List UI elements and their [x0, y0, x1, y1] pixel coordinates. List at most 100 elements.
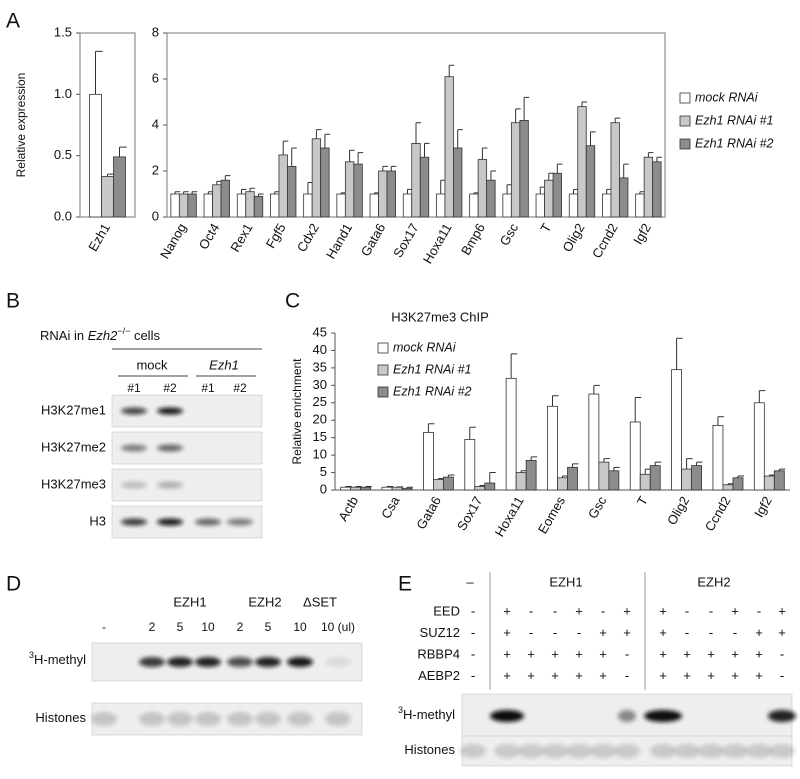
x-tick-label: Hoxa11 [420, 221, 455, 266]
y-tick-label: 5 [320, 464, 327, 479]
bar [681, 468, 692, 491]
row-label-text: Histones [404, 742, 455, 757]
legend-swatch [377, 364, 389, 376]
bar [203, 193, 213, 218]
error-bar [119, 146, 127, 157]
blot-band [157, 518, 183, 526]
row-label: SUZ12 [420, 625, 460, 640]
error-bar [224, 175, 231, 181]
x-tick-label: Ccnd2 [589, 221, 621, 261]
blot-band [769, 744, 795, 758]
panel-label: A [6, 10, 20, 33]
group-label: mock [136, 357, 168, 372]
bar [178, 193, 189, 218]
bar [753, 402, 765, 491]
legend-label: Ezh1 RNAi #1 [695, 113, 774, 127]
error-bar [382, 165, 388, 171]
bar [525, 459, 537, 491]
x-tick-label: T [634, 494, 651, 508]
blot-band [91, 712, 117, 726]
blot-band [167, 657, 193, 667]
bar [360, 486, 372, 491]
bar [236, 193, 247, 218]
mark-symbol: + [731, 668, 739, 683]
error-bar [489, 472, 496, 484]
bar [712, 425, 724, 491]
x-tick-label: Oct4 [196, 221, 223, 252]
lane-label: 5 [265, 620, 272, 634]
legend-label: Ezh1 RNAi #2 [393, 384, 472, 398]
bar [386, 170, 396, 218]
y-tick-label: 1.5 [54, 24, 72, 39]
mark-symbol: + [755, 625, 763, 640]
row-label-sup: 3 [398, 705, 403, 715]
y-tick-label: 25 [313, 394, 327, 409]
blot-band [325, 712, 351, 726]
bar [519, 120, 529, 218]
x-tick-label: Rex1 [227, 221, 255, 255]
blot-band [287, 657, 313, 667]
mark-symbol: + [575, 668, 583, 683]
bar [585, 145, 596, 218]
bar [552, 172, 562, 218]
bar [568, 193, 579, 218]
mark-symbol: - [685, 625, 689, 640]
mark-symbol: + [503, 625, 511, 640]
x-tick-label: Hoxa11 [492, 494, 527, 539]
y-tick-label: 4 [152, 116, 159, 131]
bar [484, 482, 496, 491]
y-axis-label: Relative enrichment [290, 358, 304, 465]
error-bar [647, 152, 654, 158]
error-bar [406, 486, 414, 489]
blot-band [494, 744, 520, 758]
blot-band [674, 744, 700, 758]
blot-band [590, 744, 616, 758]
legend-label: mock RNAi [393, 340, 457, 354]
bar [639, 473, 651, 491]
error-bar [656, 156, 662, 162]
bar [270, 193, 280, 218]
blot-band [227, 518, 253, 526]
blot-band [121, 444, 147, 452]
x-tick-label: Bmp6 [458, 221, 488, 258]
error-bar [593, 384, 600, 395]
bar [101, 176, 114, 218]
error-bar [427, 423, 435, 433]
y-tick-label: 0.5 [54, 147, 72, 162]
lane-label: 10 (ul) [321, 620, 355, 634]
error-bar [717, 416, 724, 426]
legend-swatch [679, 92, 691, 104]
mark-symbol: + [503, 668, 511, 683]
blot-title-part: RNAi in [40, 328, 88, 343]
group-label: – [466, 574, 474, 589]
bar [691, 465, 702, 491]
mark-symbol: - [471, 646, 475, 661]
bar [278, 154, 288, 218]
group-label: Ezh1 [209, 357, 239, 372]
group-label: EZH1 [549, 574, 582, 589]
bar [619, 177, 629, 218]
mark-symbol: - [471, 668, 475, 683]
error-bar [95, 50, 103, 95]
bar [535, 193, 545, 218]
error-bar [696, 461, 703, 466]
group-label: EZH1 [173, 594, 206, 609]
x-tick-label: Gata6 [358, 221, 389, 259]
blot-band [650, 744, 676, 758]
error-bar [623, 163, 629, 178]
blot-band [227, 657, 253, 667]
error-bar [556, 163, 563, 174]
mark-symbol: + [623, 603, 631, 618]
row-label: EED [433, 603, 460, 618]
mark-symbol: + [551, 646, 559, 661]
bar [505, 377, 517, 491]
error-bar [613, 466, 620, 471]
error-bar [676, 337, 683, 370]
row-label: Histones [404, 742, 455, 757]
bar [773, 470, 785, 491]
lane-label: #2 [233, 381, 247, 395]
bar [89, 93, 102, 218]
bar [610, 122, 620, 218]
error-bar [191, 191, 198, 194]
panel-label: C [285, 290, 300, 313]
